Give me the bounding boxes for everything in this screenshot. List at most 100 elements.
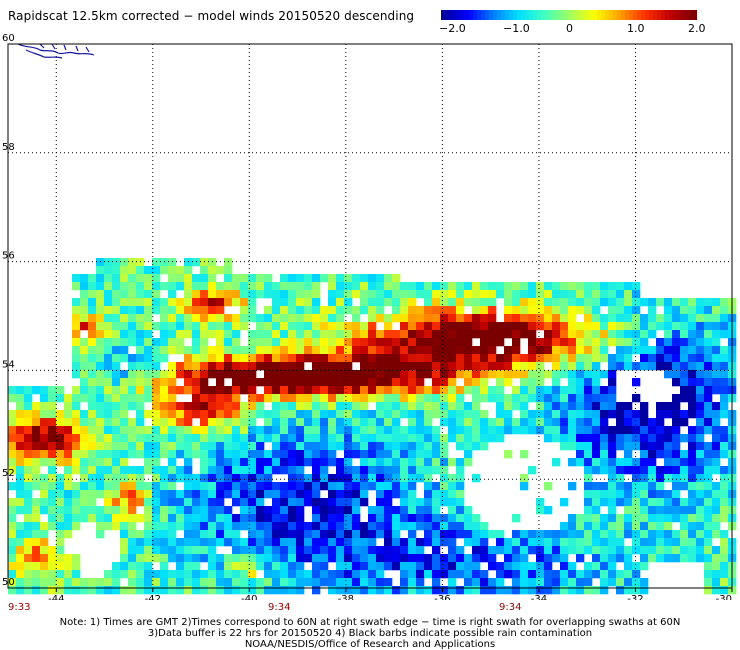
- wind-diff-cell: [64, 402, 73, 411]
- wind-diff-cell: [200, 578, 209, 587]
- wind-diff-cell: [456, 506, 465, 515]
- wind-diff-cell: [512, 322, 521, 331]
- wind-diff-cell: [256, 482, 265, 491]
- wind-diff-cell: [696, 506, 705, 515]
- wind-diff-cell: [712, 378, 721, 387]
- wind-diff-cell: [352, 346, 361, 355]
- wind-diff-cell: [600, 370, 609, 379]
- wind-diff-cell: [168, 322, 177, 331]
- wind-diff-cell: [600, 346, 609, 355]
- wind-diff-cell: [192, 474, 201, 483]
- wind-diff-cell: [208, 442, 217, 451]
- colorbar-label: 1.0: [627, 22, 645, 35]
- wind-diff-cell: [168, 474, 177, 483]
- wind-diff-cell: [184, 274, 193, 283]
- wind-diff-cell: [576, 578, 585, 587]
- wind-diff-cell: [16, 570, 25, 579]
- wind-diff-cell: [216, 354, 225, 363]
- wind-diff-cell: [560, 530, 569, 539]
- wind-diff-cell: [664, 402, 673, 411]
- wind-diff-cell: [296, 522, 305, 531]
- wind-diff-cell: [552, 346, 561, 355]
- wind-diff-cell: [656, 314, 665, 323]
- wind-diff-cell: [472, 530, 481, 539]
- wind-diff-cell: [336, 386, 345, 395]
- wind-diff-cell: [288, 514, 297, 523]
- wind-diff-cell: [248, 482, 257, 491]
- wind-diff-cell: [448, 474, 457, 483]
- wind-diff-cell: [376, 578, 385, 587]
- wind-diff-cell: [528, 546, 537, 555]
- wind-diff-cell: [600, 338, 609, 347]
- wind-diff-cell: [384, 330, 393, 339]
- wind-diff-cell: [128, 274, 137, 283]
- wind-diff-cell: [432, 578, 441, 587]
- wind-diff-cell: [136, 514, 145, 523]
- note-line-1: Note: 1) Times are GMT 2)Times correspon…: [59, 617, 681, 628]
- wind-diff-cell: [584, 506, 593, 515]
- colorbar-segment: [601, 10, 606, 20]
- wind-diff-cell: [528, 282, 537, 291]
- wind-diff-cell: [240, 562, 249, 571]
- wind-diff-cell: [8, 386, 17, 395]
- wind-diff-cell: [208, 370, 217, 379]
- wind-diff-cell: [696, 538, 705, 547]
- wind-diff-cell: [496, 434, 505, 443]
- wind-diff-cell: [352, 410, 361, 419]
- wind-diff-cell: [664, 442, 673, 451]
- wind-diff-cell: [208, 410, 217, 419]
- wind-diff-cell: [240, 410, 249, 419]
- wind-diff-cell: [712, 338, 721, 347]
- wind-diff-cell: [32, 474, 41, 483]
- wind-diff-cell: [656, 490, 665, 499]
- wind-diff-cell: [496, 546, 505, 555]
- colorbar-segment: [485, 10, 490, 20]
- wind-diff-cell: [360, 282, 369, 291]
- wind-diff-cell: [696, 314, 705, 323]
- wind-diff-cell: [424, 370, 433, 379]
- wind-diff-cell: [472, 426, 481, 435]
- wind-diff-cell: [16, 554, 25, 563]
- wind-diff-cell: [96, 490, 105, 499]
- wind-diff-cell: [160, 586, 169, 595]
- wind-diff-cell: [8, 514, 17, 523]
- wind-diff-cell: [184, 354, 193, 363]
- wind-diff-cell: [256, 394, 265, 403]
- colorbar-segment: [461, 10, 466, 20]
- wind-diff-cell: [152, 474, 161, 483]
- colorbar-segment: [445, 10, 450, 20]
- wind-diff-cell: [312, 410, 321, 419]
- wind-diff-cell: [120, 522, 129, 531]
- wind-diff-cell: [712, 298, 721, 307]
- wind-diff-cell: [624, 442, 633, 451]
- wind-diff-cell: [224, 426, 233, 435]
- wind-diff-cell: [216, 498, 225, 507]
- wind-diff-cell: [240, 442, 249, 451]
- wind-diff-cell: [704, 402, 713, 411]
- wind-diff-cell: [720, 402, 729, 411]
- wind-diff-cell: [392, 370, 401, 379]
- wind-diff-cell: [528, 426, 537, 435]
- wind-diff-cell: [200, 394, 209, 403]
- wind-diff-cell: [584, 498, 593, 507]
- wind-diff-cell: [584, 546, 593, 555]
- wind-diff-cell: [528, 362, 537, 371]
- wind-diff-cell: [392, 306, 401, 315]
- wind-diff-cell: [352, 354, 361, 363]
- wind-diff-cell: [8, 522, 17, 531]
- wind-diff-cell: [128, 322, 137, 331]
- wind-diff-cell: [192, 354, 201, 363]
- wind-diff-cell: [576, 426, 585, 435]
- wind-diff-cell: [648, 306, 657, 315]
- wind-diff-cell: [32, 386, 41, 395]
- wind-diff-cell: [136, 562, 145, 571]
- wind-diff-cell: [216, 306, 225, 315]
- wind-diff-cell: [328, 418, 337, 427]
- wind-diff-cell: [648, 298, 657, 307]
- wind-diff-cell: [432, 434, 441, 443]
- wind-diff-cell: [536, 322, 545, 331]
- x-axis-ticks: -44 -42 -40 -38 -36 -34 -32 -30: [48, 588, 733, 600]
- wind-diff-cell: [464, 530, 473, 539]
- wind-diff-cell: [576, 402, 585, 411]
- wind-diff-cell: [320, 554, 329, 563]
